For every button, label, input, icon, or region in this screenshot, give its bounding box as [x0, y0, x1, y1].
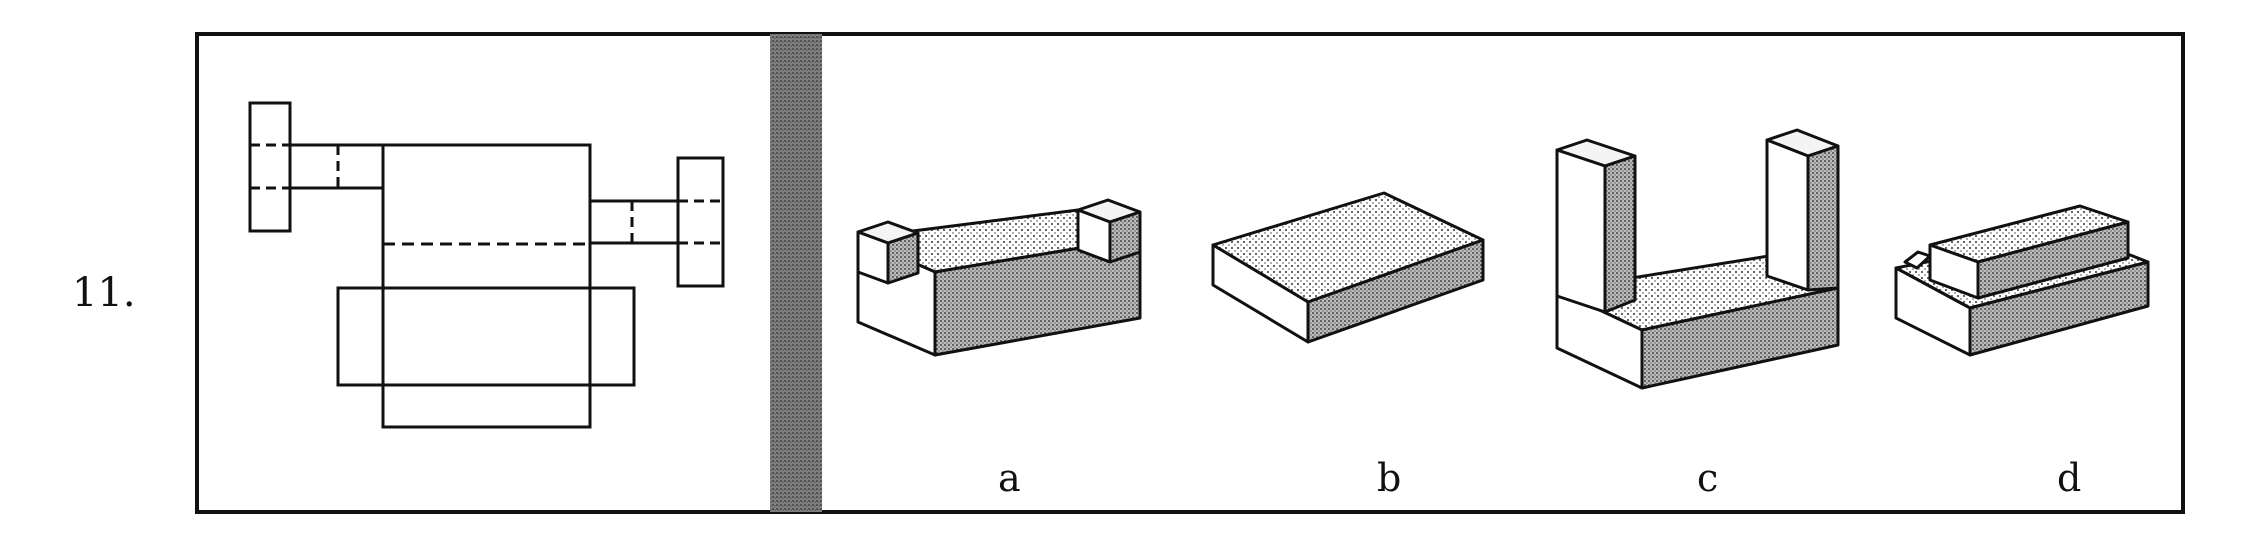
option-c-label: c: [1697, 456, 1719, 500]
option-a-label: a: [998, 456, 1021, 500]
option-b-label: b: [1377, 456, 1402, 500]
option-a-solid: [856, 198, 1142, 357]
flat-pattern-net: [248, 101, 725, 429]
option-c-solid: [1555, 128, 1840, 390]
figure-frame: [195, 32, 2185, 514]
option-d-label: d: [2057, 456, 2082, 500]
option-d-solid: [1894, 204, 2150, 357]
divider-bar: [770, 34, 822, 512]
option-b-solid: [1211, 191, 1485, 344]
question-number: 11.: [72, 270, 136, 316]
